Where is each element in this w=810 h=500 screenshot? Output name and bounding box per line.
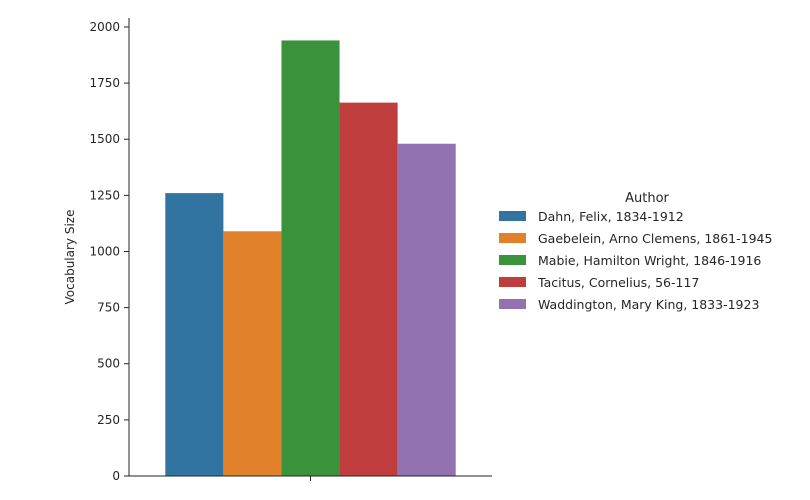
legend-swatch bbox=[499, 277, 526, 287]
y-tick-label: 500 bbox=[97, 357, 120, 371]
bar bbox=[339, 102, 398, 476]
legend: Author Dahn, Felix, 1834-1912 Gaebelein, … bbox=[499, 191, 772, 312]
y-tick-label: 1250 bbox=[89, 188, 120, 202]
y-tick-label: 2000 bbox=[89, 20, 120, 34]
legend-entry-label: Dahn, Felix, 1834-1912 bbox=[538, 209, 684, 224]
legend-swatch bbox=[499, 211, 526, 221]
y-tick-label: 750 bbox=[97, 301, 120, 315]
legend-title: Author bbox=[625, 191, 669, 206]
legend-entry-label: Mabie, Hamilton Wright, 1846-1916 bbox=[538, 253, 761, 268]
legend-swatch bbox=[499, 233, 526, 243]
y-tick-label: 1000 bbox=[89, 244, 120, 258]
y-tick-label: 250 bbox=[97, 413, 120, 427]
bar bbox=[397, 143, 456, 476]
legend-entry-label: Tacitus, Cornelius, 56-117 bbox=[537, 275, 699, 290]
legend-swatch bbox=[499, 255, 526, 265]
legend-entry-label: Gaebelein, Arno Clemens, 1861-1945 bbox=[538, 231, 772, 246]
bar bbox=[281, 40, 340, 476]
bar bbox=[223, 231, 282, 476]
legend-entry-label: Waddington, Mary King, 1833-1923 bbox=[538, 297, 759, 312]
x-axis bbox=[129, 475, 492, 481]
y-axis: 0 250 500 750 1000 1250 1500 1750 2000 bbox=[89, 18, 130, 483]
y-tick-label: 1750 bbox=[89, 76, 120, 90]
legend-swatch bbox=[499, 299, 526, 309]
bars-group bbox=[165, 40, 456, 476]
y-tick-label: 1500 bbox=[89, 132, 120, 146]
bar bbox=[165, 193, 224, 476]
y-axis-title: Vocabulary Size bbox=[63, 210, 77, 305]
y-tick-label: 0 bbox=[112, 469, 120, 483]
